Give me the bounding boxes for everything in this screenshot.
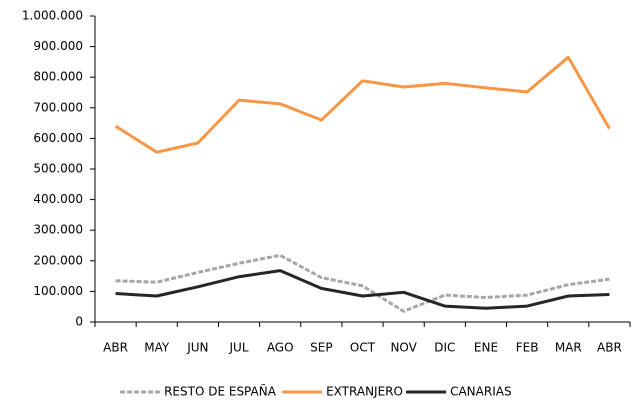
x-tick-label: OCT <box>350 341 376 355</box>
x-tick-label: ABR <box>597 341 622 355</box>
x-tick-label: MAY <box>144 341 170 355</box>
y-tick-label: 500.000 <box>33 162 83 176</box>
series-line <box>115 269 610 310</box>
y-tick-label: 200.000 <box>33 253 83 267</box>
y-tick-label: 700.000 <box>33 100 83 114</box>
x-tick-label: DIC <box>434 341 455 355</box>
x-tick-label: SEP <box>310 341 332 355</box>
y-tick-label: 600.000 <box>33 131 83 145</box>
legend-label: RESTO DE ESPAÑA <box>164 384 277 399</box>
x-tick-label: ABR <box>103 341 128 355</box>
legend-label: EXTRANJERO <box>326 385 403 399</box>
x-tick-label: ENE <box>474 341 498 355</box>
y-tick-label: 1.000.000 <box>22 9 83 23</box>
y-tick-label: 100.000 <box>33 284 83 298</box>
legend-label: CANARIAS <box>450 385 511 399</box>
y-tick-label: 300.000 <box>33 223 83 237</box>
x-tick-label: NOV <box>390 341 417 355</box>
x-tick-label: AGO <box>267 341 294 355</box>
series-line <box>114 55 611 154</box>
y-tick-label: 800.000 <box>33 70 83 84</box>
x-tick-label: FEB <box>516 341 539 355</box>
y-tick-label: 400.000 <box>33 192 83 206</box>
y-tick-label: 900.000 <box>33 39 83 53</box>
y-tick-label: 0 <box>75 315 83 329</box>
series-line <box>115 253 610 313</box>
x-tick-label: MAR <box>555 341 582 355</box>
x-tick-label: JUL <box>229 341 249 355</box>
x-tick-label: JUN <box>186 341 208 355</box>
